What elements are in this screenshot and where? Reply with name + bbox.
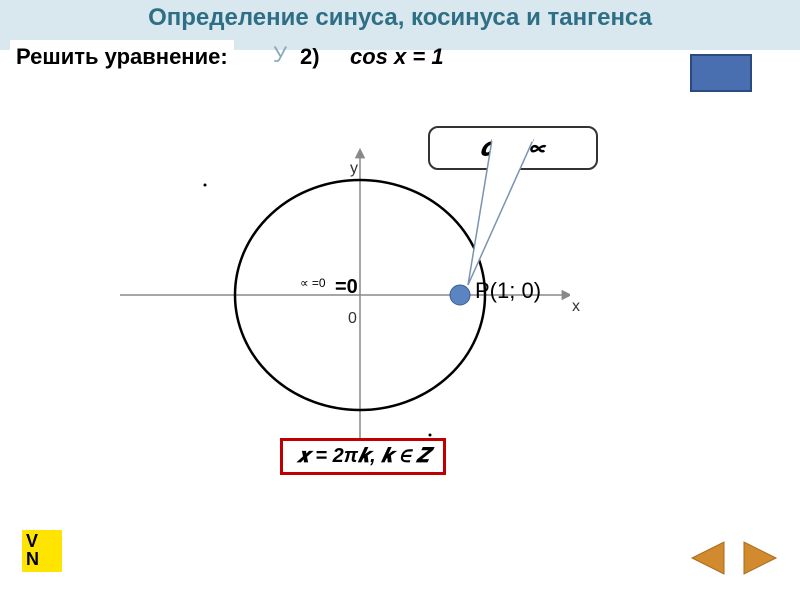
solution-box: 𝒙 = 2π𝒌, 𝒌 ∈ 𝒁 [280,438,446,475]
origin-label: 0 [348,310,357,328]
triangle-right-icon [744,542,776,574]
blue-rect-icon [690,54,752,92]
y-letter: У [273,42,287,68]
prev-button[interactable] [688,540,728,576]
alpha-small: ∝ =0 [300,276,326,290]
solution-text: 𝒙 = 2π𝒌, 𝒌 ∈ 𝒁 [297,445,429,467]
problem-prefix: Решить уравнение: [10,40,234,74]
y-axis-label: y [350,160,358,178]
dot-1 [204,184,207,187]
alpha-big: =0 [335,276,358,299]
page-title: Определение синуса, косинуса и тангенса [0,4,800,32]
next-button[interactable] [740,540,780,576]
vn-badge: VN [22,530,62,572]
problem-number: 2) [300,44,320,70]
problem-equation: cos x = 1 [350,44,444,70]
dot-2 [429,434,432,437]
point-label: P(1; 0) [475,278,541,304]
point-p [450,285,470,305]
callout-tail [468,140,533,285]
triangle-left-icon [692,542,724,574]
x-axis-label: x [572,298,580,316]
